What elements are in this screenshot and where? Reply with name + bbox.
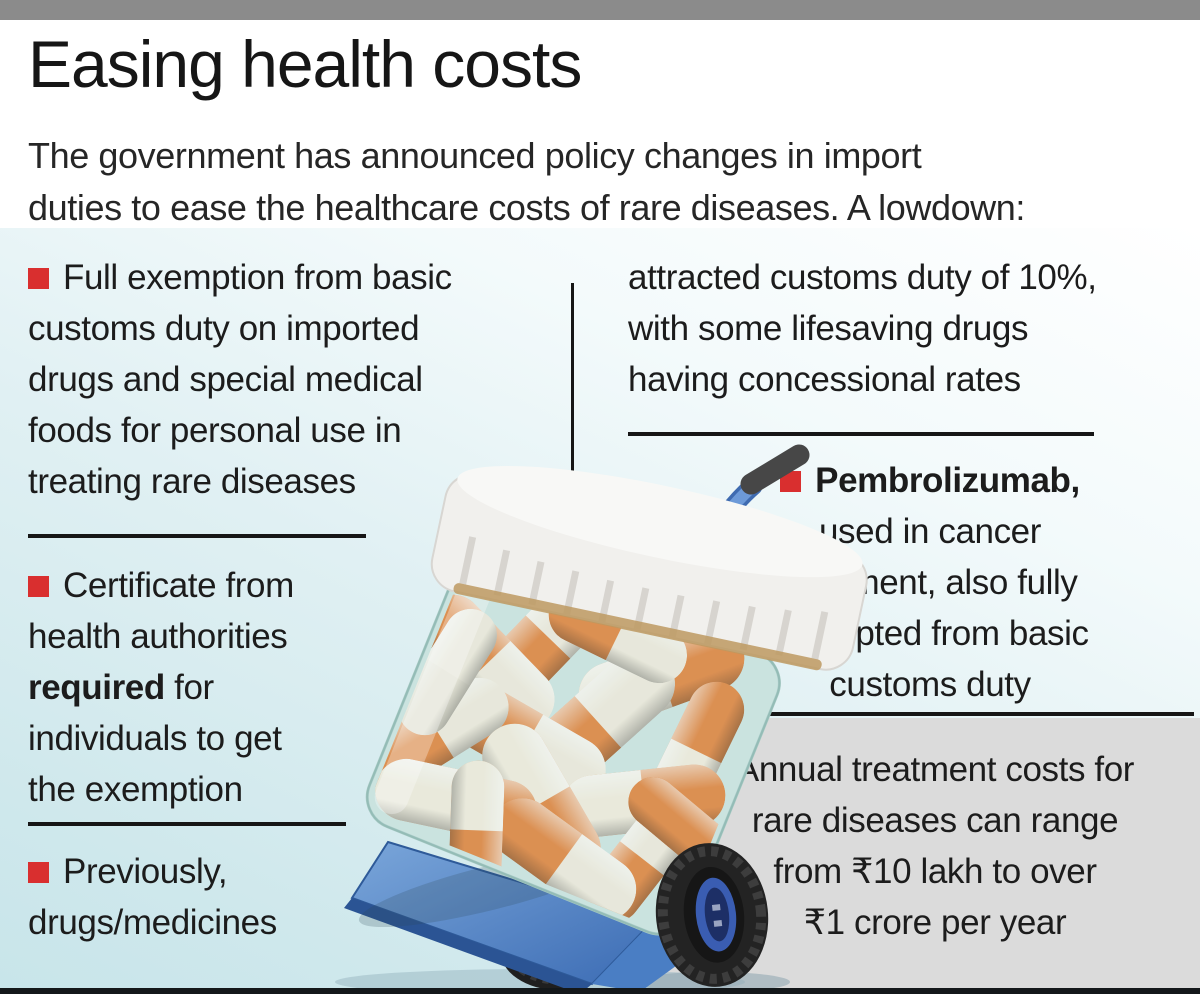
- bullet-item-full-exemption: Full exemption from basic customs duty o…: [28, 252, 588, 507]
- bottom-bar: [0, 988, 1200, 994]
- bullet-text: Full exemption from basic: [63, 258, 452, 297]
- divider: [28, 534, 366, 538]
- bullet-square-icon: [28, 268, 49, 289]
- jar-rim: [453, 583, 822, 671]
- bullet-text: individuals to get: [28, 719, 282, 758]
- bullet-item-previously: Previously, drugs/medicines: [28, 846, 368, 948]
- bullet-text: customs duty on imported: [28, 309, 420, 348]
- note-line: Annual treatment costs for: [735, 750, 1135, 789]
- bullet-square-icon: [780, 471, 802, 492]
- hand-truck-grip: [740, 444, 810, 495]
- bullet-text: foods for personal use in: [28, 411, 402, 450]
- note-line: rare diseases can range: [751, 801, 1119, 840]
- bullet-item-certificate: Certificate from health authorities requ…: [28, 560, 368, 815]
- front-wheel: [655, 843, 769, 987]
- intro-line-2: duties to ease the healthcare costs of r…: [28, 187, 1026, 228]
- bullet-text: the exemption: [28, 770, 243, 809]
- bullet-text: customs duty: [829, 665, 1031, 704]
- bullet-text: having concessional rates: [628, 360, 1021, 399]
- text-attracted-duty: attracted customs duty of 10%, with some…: [628, 252, 1148, 405]
- jar-cap: [430, 465, 868, 671]
- note-line: ₹1 crore per year: [803, 903, 1067, 942]
- bullet-text: used in cancer: [818, 512, 1042, 551]
- divider: [28, 822, 346, 826]
- column-divider: [571, 283, 574, 515]
- note-box-text: Annual treatment costs for rare diseases…: [695, 744, 1175, 948]
- bullet-text-bold: required: [28, 668, 165, 707]
- bullet-text: for: [164, 668, 214, 707]
- pill-jar-hand-truck-illustration: [330, 444, 868, 994]
- bullet-square-icon: [28, 862, 49, 883]
- note-line: from ₹10 lakh to over: [773, 852, 1097, 891]
- bullet-text: Certificate from: [63, 566, 294, 605]
- bullet-text-bold: Pembrolizumab,: [815, 461, 1080, 500]
- bullet-text: attracted customs duty of 10%,: [628, 258, 1097, 297]
- glass-highlight: [374, 557, 499, 815]
- page-title: Easing health costs: [28, 27, 582, 101]
- divider: [712, 712, 1194, 716]
- pill-jar: [330, 544, 781, 936]
- intro-line-1: The government has announced policy chan…: [28, 135, 922, 176]
- bullet-text: drugs and special medical: [28, 360, 423, 399]
- bullet-square-icon: [28, 576, 49, 597]
- divider: [628, 432, 1094, 436]
- bullet-text: treating rare diseases: [28, 462, 356, 501]
- bullet-text: drugs/medicines: [28, 903, 277, 942]
- bullet-text: health authorities: [28, 617, 288, 656]
- intro-text: The government has announced policy chan…: [28, 130, 1025, 234]
- bullet-text: Previously,: [63, 852, 228, 891]
- top-bar: [0, 0, 1200, 20]
- bullet-text: with some lifesaving drugs: [628, 309, 1029, 348]
